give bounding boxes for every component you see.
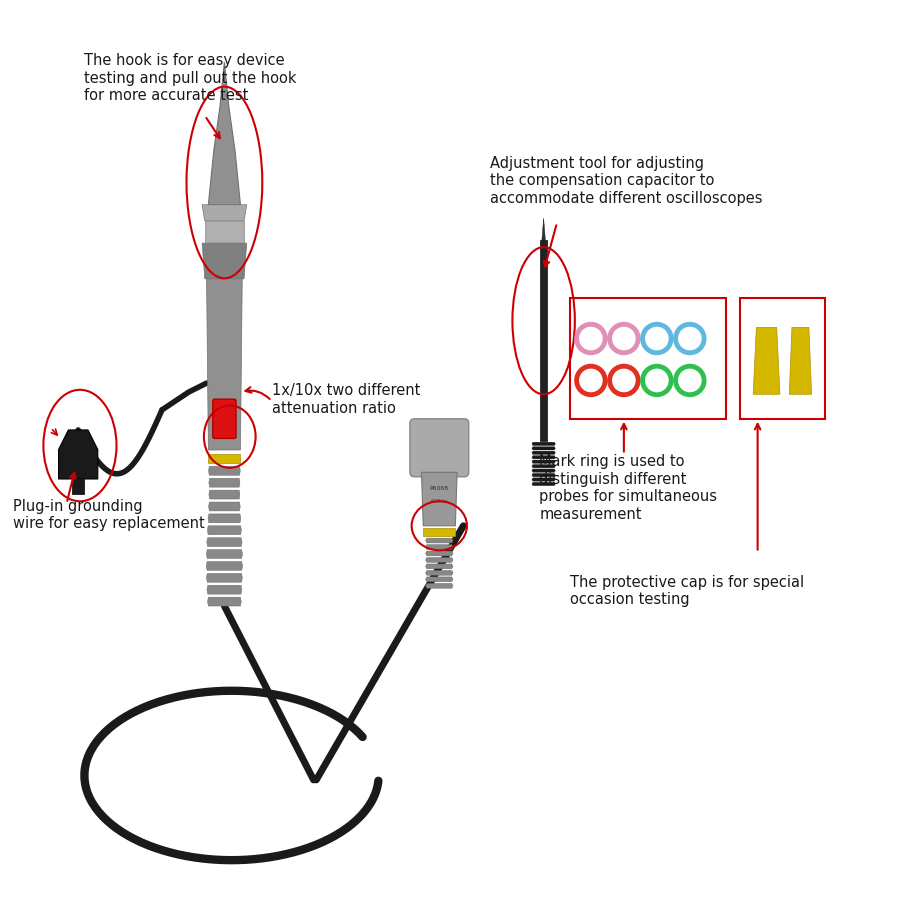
Polygon shape (72, 479, 84, 494)
Polygon shape (540, 240, 547, 441)
Polygon shape (207, 279, 242, 450)
Polygon shape (426, 577, 453, 581)
Polygon shape (426, 557, 453, 562)
Text: 1x/10x two different
attenuation ratio: 1x/10x two different attenuation ratio (272, 383, 420, 416)
Polygon shape (207, 526, 241, 535)
Polygon shape (532, 442, 555, 446)
Polygon shape (206, 550, 242, 559)
Polygon shape (426, 551, 453, 556)
Polygon shape (542, 218, 545, 240)
Polygon shape (532, 473, 555, 477)
Text: The protective cap is for special
occasion testing: The protective cap is for special occasi… (571, 575, 805, 608)
Polygon shape (789, 328, 812, 394)
Polygon shape (426, 564, 453, 569)
Text: Plug-in grounding
wire for easy replacement: Plug-in grounding wire for easy replacem… (14, 499, 205, 531)
Polygon shape (58, 430, 98, 479)
Polygon shape (426, 544, 453, 549)
Text: Adjustment tool for adjusting
the compensation capacitor to
accommodate differen: Adjustment tool for adjusting the compen… (491, 156, 762, 205)
Polygon shape (423, 527, 455, 536)
Polygon shape (532, 478, 555, 482)
Text: 60MHz: 60MHz (431, 500, 447, 504)
Bar (740, 299, 824, 418)
Polygon shape (209, 62, 240, 205)
Polygon shape (206, 562, 243, 571)
Polygon shape (532, 469, 555, 473)
Polygon shape (208, 514, 241, 523)
Polygon shape (209, 491, 240, 499)
Polygon shape (206, 573, 242, 582)
Polygon shape (209, 502, 240, 511)
FancyBboxPatch shape (410, 418, 469, 477)
Polygon shape (207, 537, 242, 546)
Polygon shape (426, 538, 453, 543)
Polygon shape (532, 482, 555, 486)
Polygon shape (532, 446, 555, 450)
Polygon shape (753, 328, 780, 394)
Bar (571, 299, 726, 418)
Polygon shape (426, 583, 453, 589)
FancyBboxPatch shape (212, 400, 236, 438)
Polygon shape (209, 466, 240, 475)
Polygon shape (205, 220, 244, 243)
Polygon shape (207, 585, 242, 594)
Polygon shape (202, 243, 247, 279)
Polygon shape (209, 454, 240, 464)
Polygon shape (532, 455, 555, 459)
Text: The hook is for easy device
testing and pull out the hook
for more accurate test: The hook is for easy device testing and … (85, 53, 297, 103)
Text: Mark ring is used to
distinguish different
probes for simultaneous
measurement: Mark ring is used to distinguish differe… (539, 454, 717, 522)
Text: P6068: P6068 (429, 486, 449, 491)
Polygon shape (532, 464, 555, 468)
Polygon shape (426, 571, 453, 575)
Polygon shape (208, 597, 241, 606)
Polygon shape (532, 460, 555, 464)
Polygon shape (421, 472, 457, 526)
Polygon shape (209, 478, 240, 487)
Polygon shape (202, 205, 247, 220)
Polygon shape (532, 451, 555, 454)
